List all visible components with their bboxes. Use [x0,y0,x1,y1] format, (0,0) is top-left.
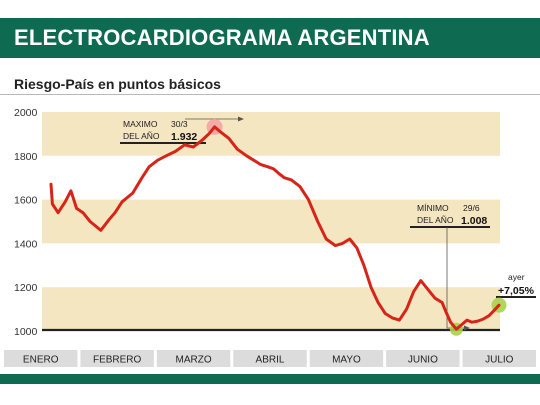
month-box [233,350,307,367]
month-label: MARZO [176,355,212,366]
y-tick-label: 2000 [14,107,38,119]
min-date: 29/6 [463,203,480,213]
max-label-2: DEL AÑO [123,131,160,141]
month-box [309,350,384,367]
month-label: ABRIL [256,355,285,366]
month-box [4,350,78,367]
band [42,287,500,331]
max-date: 30/3 [171,119,188,129]
y-tick-label: 1400 [14,238,38,250]
max-label-1: MAXIMO [123,119,158,129]
series-line [49,125,501,331]
min-label-1: MÍNIMO [417,203,449,213]
month-label: JULIO [485,355,514,366]
month-label: MAYO [332,355,361,366]
month-label: JUNIO [408,355,438,366]
y-tick-label: 1000 [14,326,38,338]
month-box [156,350,231,367]
y-tick-label: 1800 [14,151,38,163]
y-tick-label: 1600 [14,195,38,207]
max-annotation: MAXIMO DEL AÑO 30/3 1.932 [120,116,244,144]
last-value: +7,05% [498,285,535,297]
footer-bar [0,374,540,384]
month-axis: ENERO FEBRERO MARZO ABRIL MAYO JUNIO JULIO [4,350,536,367]
line-chart: 2000 1800 1600 1400 1200 1000 MAXIMO DEL AÑO … [4,107,536,367]
month-box [462,350,536,367]
max-arrowhead [238,116,244,122]
y-axis-ticks: 2000 1800 1600 1400 1200 1000 [14,107,38,338]
min-label-2: DEL AÑO [417,215,454,225]
min-value: 1.008 [461,215,487,227]
chart-subtitle: Riesgo-País en puntos básicos [14,76,221,92]
page-title: ELECTROCARDIOGRAMA ARGENTINA [14,25,430,50]
y-tick-label: 1200 [14,282,38,294]
last-annotation: ayer +7,05% [496,272,536,298]
header-bar: ELECTROCARDIOGRAMA ARGENTINA [0,18,540,58]
month-label: ENERO [23,355,59,366]
last-label: ayer [508,272,525,282]
month-box [386,350,460,367]
min-arrowhead [464,325,470,331]
month-box [80,350,154,367]
max-value: 1.932 [171,131,197,143]
band [42,112,500,156]
month-label: FEBRERO [93,355,142,366]
divider [0,94,540,95]
